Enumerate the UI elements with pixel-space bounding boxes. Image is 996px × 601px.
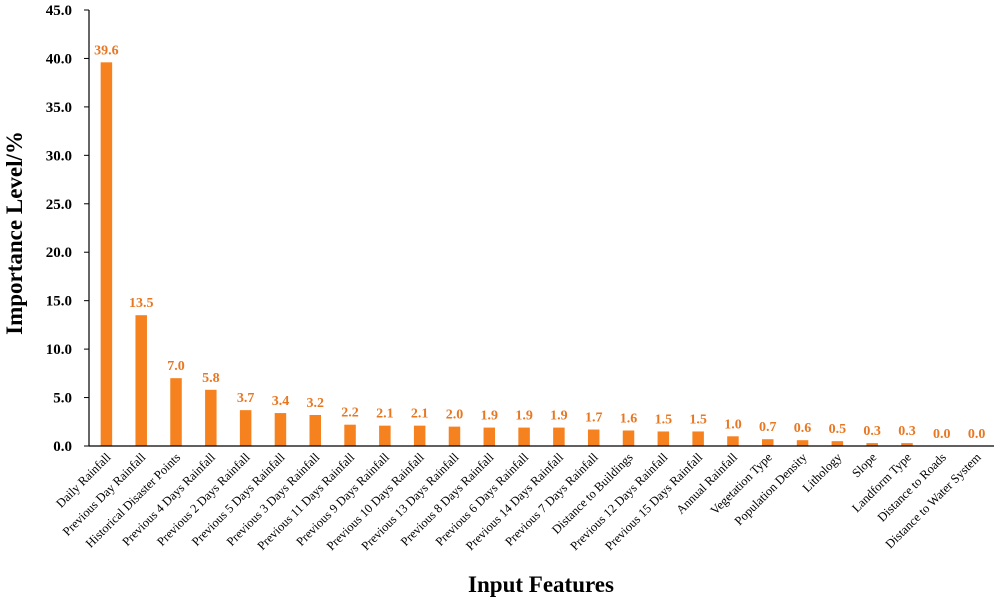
bar (692, 431, 704, 446)
bar (657, 431, 670, 446)
bar (135, 315, 147, 446)
bar-value-label: 1.6 (620, 411, 638, 426)
bar-value-label: 0.0 (968, 427, 986, 442)
bar-value-label: 2.1 (376, 407, 394, 422)
bar-value-label: 1.9 (515, 409, 533, 424)
bar (831, 441, 844, 446)
x-axis-title: Input Features (468, 572, 614, 597)
bar (309, 414, 321, 446)
y-tick-label: 10.0 (46, 342, 72, 358)
bar-value-label: 13.5 (129, 296, 154, 311)
bar-value-label: 0.5 (829, 422, 847, 437)
bar-value-label: 1.0 (724, 417, 742, 432)
bar (901, 443, 913, 446)
bar-value-label: 2.0 (446, 408, 464, 423)
bar-value-label: 7.0 (167, 359, 185, 374)
bar (413, 425, 426, 446)
bars (100, 62, 913, 446)
bar (344, 424, 356, 446)
bar-value-label: 1.7 (585, 411, 603, 426)
x-category-label: Slope (849, 450, 879, 480)
bar-value-label: 1.9 (550, 409, 568, 424)
bar (518, 427, 530, 446)
bar (727, 436, 739, 446)
bar-value-label: 1.5 (655, 412, 673, 427)
x-category-label: Annual Rainfall (673, 450, 740, 517)
y-tick-label: 20.0 (46, 245, 72, 261)
bar-value-label: 0.7 (759, 420, 777, 435)
bar (587, 429, 600, 446)
bar (483, 427, 496, 446)
bar-value-label: 0.6 (794, 421, 812, 436)
y-tick-label: 45.0 (46, 3, 72, 19)
bar (762, 439, 774, 446)
y-tick-label: 5.0 (53, 391, 72, 407)
bar-value-label: 3.4 (272, 394, 290, 409)
bar (796, 440, 809, 446)
bar-value-label: 1.9 (481, 409, 499, 424)
bar (274, 413, 287, 446)
bar-value-label: 2.1 (411, 407, 429, 422)
bar (205, 389, 217, 446)
y-tick-label: 0.0 (53, 439, 72, 455)
bar-value-label: 5.8 (202, 371, 220, 386)
bar-value-label: 3.7 (237, 391, 255, 406)
bar-value-label: 39.6 (94, 43, 119, 58)
data-labels: 39.6 13.5 7.0 5.8 3.7 3.4 3.2 2.2 2.1 2.1 2.0 1.9 1.… (94, 43, 985, 442)
x-category-label: Lithology (800, 450, 845, 495)
bar (866, 443, 878, 446)
bar (170, 378, 182, 446)
bar (239, 410, 252, 446)
y-tick-label: 40.0 (46, 51, 72, 67)
y-axis-ticks: 0.0 5.0 10.0 15.0 20.0 25.0 30.0 35.0 40.0 45.0 (46, 3, 89, 455)
bar-value-label: 0.0 (933, 427, 951, 442)
bar (448, 426, 461, 446)
bar (100, 62, 113, 446)
bar-value-label: 0.3 (863, 424, 881, 439)
y-tick-label: 35.0 (46, 100, 72, 116)
bar (622, 430, 635, 446)
y-axis-title: Importance Level/% (2, 131, 27, 335)
bar-value-label: 3.2 (307, 396, 325, 411)
bar-value-label: 2.2 (341, 406, 359, 421)
bar-value-label: 0.3 (898, 424, 916, 439)
bar-value-label: 1.5 (689, 412, 707, 427)
y-tick-label: 25.0 (46, 197, 72, 213)
y-tick-label: 30.0 (46, 148, 72, 164)
bar (553, 427, 565, 446)
bar (379, 425, 391, 446)
y-tick-label: 15.0 (46, 294, 72, 310)
